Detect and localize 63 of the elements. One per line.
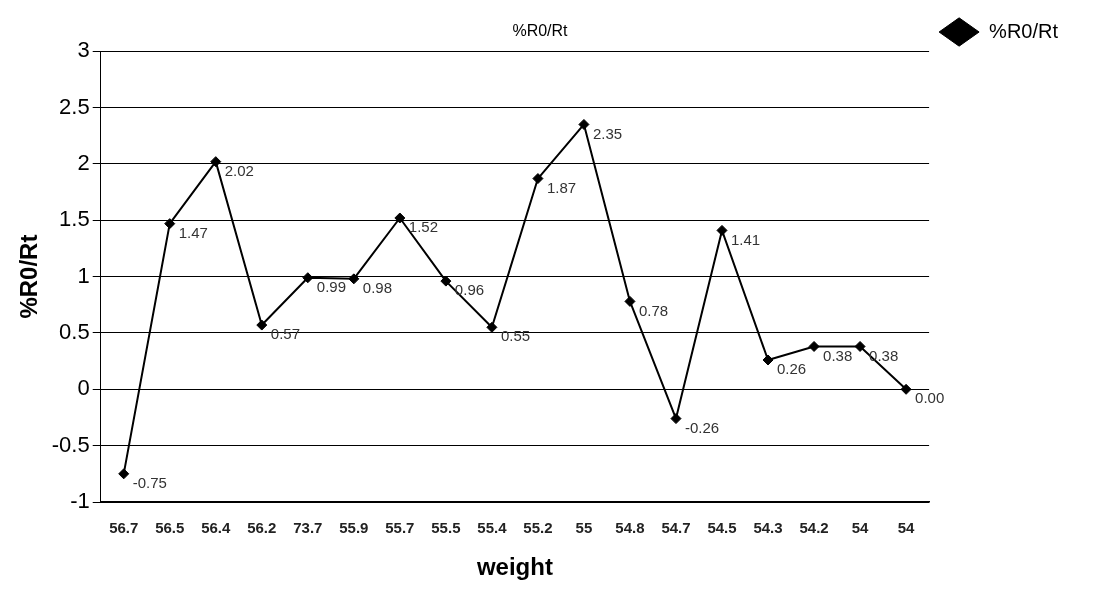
data-label: 1.41 <box>731 230 761 248</box>
y-tick-label: 2 <box>77 149 90 175</box>
point <box>762 354 774 366</box>
data-label: 0.96 <box>454 281 485 299</box>
y-tick-label: 0.5 <box>59 319 90 345</box>
x-tick-label: 54.7 <box>661 519 691 537</box>
point <box>394 212 406 224</box>
point <box>808 340 820 352</box>
x-tick-label: 56.2 <box>247 519 277 537</box>
point <box>486 321 498 333</box>
point <box>210 156 222 168</box>
point <box>348 273 360 285</box>
point <box>670 413 682 425</box>
x-tick-label: 55 <box>575 519 593 537</box>
data-label: 0.38 <box>869 346 899 364</box>
x-tick-label: 73.7 <box>293 519 323 537</box>
x-tick-label: 54.3 <box>753 519 783 537</box>
x-tick-label: 54.8 <box>615 519 645 537</box>
data-label: 0.38 <box>823 346 853 364</box>
legend-label: %R0/Rt <box>989 19 1059 42</box>
point <box>164 218 176 230</box>
chart-title: %R0/Rt <box>512 22 569 40</box>
data-label: 1.87 <box>546 178 577 196</box>
x-tick-label: 54.5 <box>707 519 737 537</box>
point <box>578 118 590 130</box>
x-tick-label: 56.7 <box>109 519 139 537</box>
data-label: 0.99 <box>316 277 347 295</box>
y-tick-label: 2.5 <box>59 93 90 119</box>
point <box>624 295 636 307</box>
point <box>118 468 130 480</box>
data-label: 0.26 <box>777 360 807 378</box>
x-tick-label: 56.5 <box>155 519 185 537</box>
data-label: -0.26 <box>684 418 720 436</box>
point <box>256 319 268 331</box>
y-tick-label: 1 <box>77 262 90 288</box>
y-tick-label: -1 <box>70 488 90 514</box>
y-tick-label: 0 <box>77 375 90 401</box>
point <box>716 224 728 236</box>
y-tick-label: 3 <box>77 37 90 63</box>
x-tick-label: 55.9 <box>339 519 369 537</box>
x-tick-label: 54 <box>851 519 870 537</box>
data-label: 2.02 <box>224 161 254 179</box>
x-tick-label: 55.4 <box>477 519 508 537</box>
x-tick-label: 56.4 <box>201 519 232 537</box>
x-tick-label: 55.2 <box>523 519 553 537</box>
x-axis-title: weight <box>475 552 553 580</box>
point <box>854 340 866 352</box>
x-tick-label: 54.2 <box>799 519 829 537</box>
x-tick-label: 54 <box>897 519 916 537</box>
y-axis-title: %R0/Rt <box>15 234 43 319</box>
data-label: -0.75 <box>132 473 167 491</box>
y-tick-label: -0.5 <box>51 431 90 457</box>
x-tick-label: 55.7 <box>385 519 415 537</box>
point <box>532 173 544 185</box>
data-label: 1.52 <box>408 218 439 236</box>
y-tick-label: 1.5 <box>59 206 90 232</box>
data-label: 0.98 <box>362 278 393 296</box>
data-label: 0.78 <box>638 301 669 319</box>
point <box>900 383 912 395</box>
data-label: 1.47 <box>178 223 208 241</box>
data-label: 2.35 <box>592 124 623 142</box>
x-tick-label: 55.5 <box>431 519 461 537</box>
data-label: 0.00 <box>915 389 945 407</box>
